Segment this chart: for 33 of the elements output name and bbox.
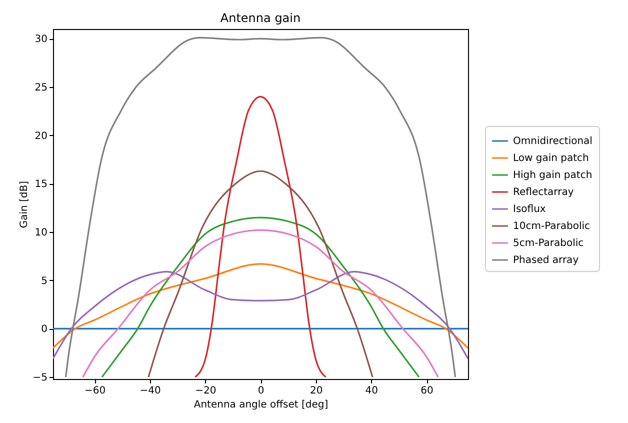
y-tick-label: 25 [34, 82, 48, 94]
y-tick-label: 0 [41, 324, 48, 336]
legend-label: Phased array [513, 255, 579, 266]
y-tick-label: 30 [34, 34, 48, 46]
x-tick-label: 40 [365, 386, 378, 396]
legend-label: 5cm-Parabolic [513, 238, 584, 249]
x-tick-label: 60 [420, 386, 434, 396]
line-series [64, 36, 456, 378]
x-tick-label: −20 [195, 386, 216, 396]
x-axis-title: Antenna angle offset [deg] [194, 400, 328, 410]
line-series [148, 170, 374, 378]
x-tick-label: −60 [84, 386, 106, 396]
y-tick-label: 5 [41, 276, 48, 287]
chart-title: Antenna gain [220, 11, 301, 25]
legend-label: Omnidirectional [513, 136, 592, 147]
line-series [82, 229, 439, 378]
y-axis-title: Gain [dB] [18, 180, 30, 228]
x-tick-label: −40 [140, 386, 161, 396]
legend-label: High gain patch [513, 170, 592, 181]
y-tick-label: −5 [32, 372, 48, 384]
y-tick-label: 15 [34, 179, 48, 190]
y-tick-label: 20 [34, 130, 48, 142]
legend-label: Isoflux [513, 204, 546, 215]
line-series [53, 263, 468, 349]
y-tick-label: 10 [34, 228, 48, 239]
line-series [53, 270, 468, 360]
legend-label: 10cm-Parabolic [513, 221, 590, 232]
x-tick-label: 0 [258, 386, 264, 396]
line-series [194, 96, 327, 378]
line-series [101, 216, 420, 378]
legend-label: Low gain patch [513, 153, 589, 164]
x-tick-label: 20 [310, 386, 323, 396]
legend-label: Reflectarray [513, 187, 574, 198]
